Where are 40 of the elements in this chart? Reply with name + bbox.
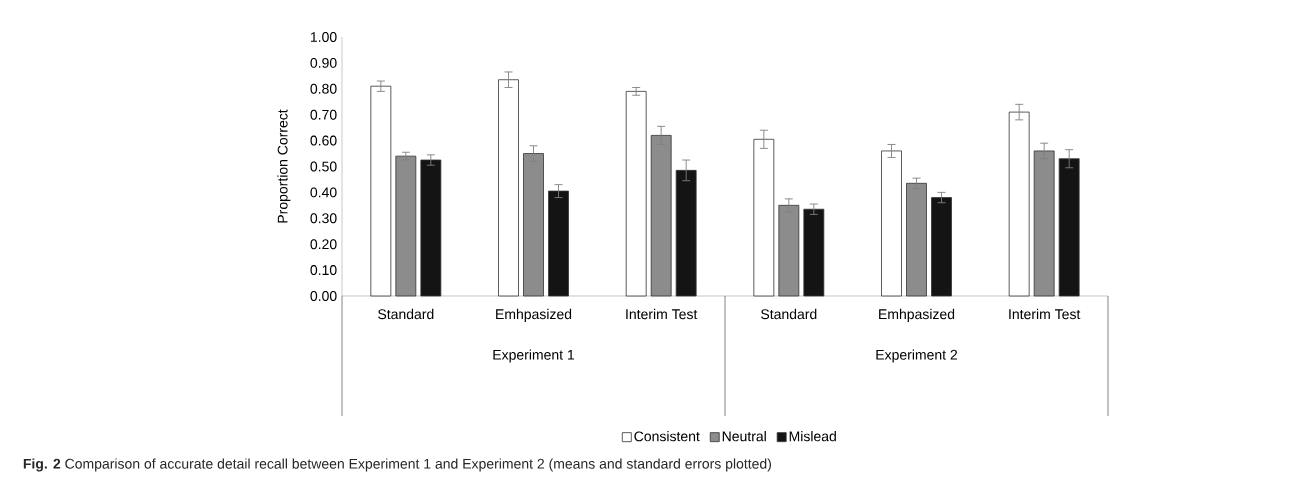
bar [778,204,800,297]
bar [931,197,952,297]
y-tick-label: 0.10 [310,265,337,276]
text: Experiment 2 [876,349,958,363]
bar [498,79,519,297]
x-tick-label: Standard [761,308,817,320]
y-tick-label: 0.80 [310,83,337,94]
y-tick-label: 0.20 [310,239,337,250]
y-tick-label: 0.90 [310,57,337,68]
bar [753,138,775,297]
bar [395,155,417,297]
y-tick-label: 0.30 [310,213,337,224]
y-axis-title: Proportion Correct [277,109,291,223]
x-tick-label: Interim Test [626,308,698,320]
bar [803,208,825,297]
legend-label: Mislead [789,431,836,442]
bar [1058,158,1080,297]
legend-label: Neutral [722,431,766,442]
legend-label: Consistent [634,431,700,442]
y-tick-label: 0.70 [310,109,337,120]
bar [675,169,697,297]
x-tick-label: Interim Test [1009,308,1081,320]
bar [625,90,647,297]
y-tick-label: 0.60 [310,135,337,146]
bar [906,182,927,297]
y-tick-label: 0.00 [310,291,337,301]
x-tick-label: Emhpasized [496,308,572,322]
x-tick-label: Standard [378,308,434,320]
bar [420,159,442,297]
bar [370,85,392,297]
x-tick-label: Emhpasized [879,308,955,322]
y-tick-label: 0.50 [310,161,337,172]
y-tick-label: 1.00 [310,32,337,42]
text: Fig. 2 Comparison of accurate detail recall between Experiment 1 and Experiment 2 (means and standard errors plotted) [23,458,771,472]
bar [1008,111,1030,297]
bar [881,150,902,297]
y-tick-label: 0.40 [310,187,337,198]
text: Experiment 1 [493,349,575,363]
bar [650,135,672,297]
bar [548,190,569,297]
